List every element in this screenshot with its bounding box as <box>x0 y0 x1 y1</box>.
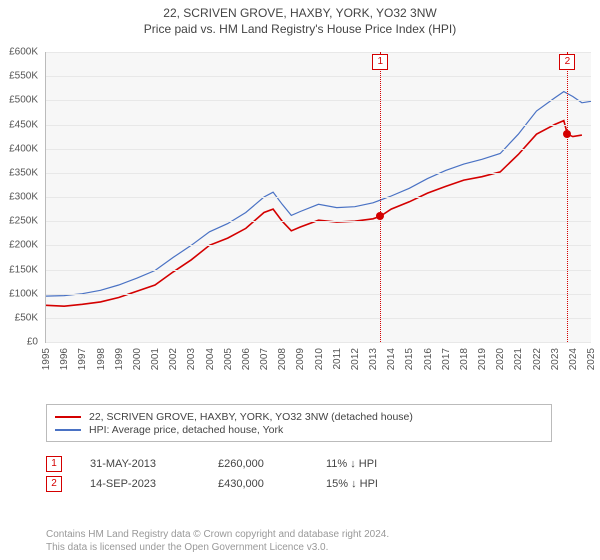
x-axis-label: 2021 <box>513 348 524 370</box>
sale-vline <box>380 52 381 342</box>
x-axis-label: 2025 <box>586 348 597 370</box>
sales-row: 1 31-MAY-2013 £260,000 11% ↓ HPI <box>46 456 378 472</box>
y-axis-label: £150K <box>0 264 38 275</box>
y-axis-label: £550K <box>0 71 38 82</box>
y-axis-label: £400K <box>0 143 38 154</box>
sales-table: 1 31-MAY-2013 £260,000 11% ↓ HPI 2 14-SE… <box>46 452 378 496</box>
sale-price: £430,000 <box>218 478 298 490</box>
x-axis-label: 2016 <box>423 348 434 370</box>
sale-badge: 1 <box>46 456 62 472</box>
legend: 22, SCRIVEN GROVE, HAXBY, YORK, YO32 3NW… <box>46 404 552 442</box>
x-axis-label: 2015 <box>404 348 415 370</box>
x-axis-label: 2005 <box>223 348 234 370</box>
sale-vline <box>567 52 568 342</box>
y-gridline <box>46 52 591 53</box>
x-axis-label: 2008 <box>277 348 288 370</box>
series-hpi <box>46 92 591 297</box>
x-axis-label: 2009 <box>295 348 306 370</box>
y-axis-label: £600K <box>0 47 38 58</box>
x-axis-label: 2006 <box>241 348 252 370</box>
sale-marker-dot <box>563 130 571 138</box>
x-axis-label: 2011 <box>332 348 343 370</box>
x-axis-label: 2014 <box>386 348 397 370</box>
y-axis-label: £100K <box>0 288 38 299</box>
y-gridline <box>46 197 591 198</box>
y-gridline <box>46 245 591 246</box>
y-gridline <box>46 294 591 295</box>
x-axis-label: 1997 <box>77 348 88 370</box>
chart-container: 22, SCRIVEN GROVE, HAXBY, YORK, YO32 3NW… <box>0 0 600 560</box>
legend-item: 22, SCRIVEN GROVE, HAXBY, YORK, YO32 3NW… <box>55 411 543 423</box>
x-axis-label: 2024 <box>568 348 579 370</box>
y-gridline <box>46 318 591 319</box>
x-axis-label: 2019 <box>477 348 488 370</box>
legend-swatch <box>55 416 81 418</box>
y-gridline <box>46 76 591 77</box>
x-axis-label: 2007 <box>259 348 270 370</box>
legend-item: HPI: Average price, detached house, York <box>55 424 543 436</box>
x-axis-label: 2004 <box>205 348 216 370</box>
chart: 12 £0£50K£100K£150K£200K£250K£300K£350K£… <box>45 52 590 366</box>
x-axis-label: 2013 <box>368 348 379 370</box>
footer: Contains HM Land Registry data © Crown c… <box>46 528 389 554</box>
sales-row: 2 14-SEP-2023 £430,000 15% ↓ HPI <box>46 476 378 492</box>
sale-flag: 2 <box>559 54 575 70</box>
sale-price: £260,000 <box>218 458 298 470</box>
y-axis-label: £0 <box>0 337 38 348</box>
x-axis-label: 2018 <box>459 348 470 370</box>
footer-line1: Contains HM Land Registry data © Crown c… <box>46 528 389 541</box>
y-axis-label: £500K <box>0 95 38 106</box>
y-gridline <box>46 342 591 343</box>
y-axis-label: £250K <box>0 216 38 227</box>
title-subtitle: Price paid vs. HM Land Registry's House … <box>0 22 600 38</box>
y-gridline <box>46 221 591 222</box>
sale-diff: 15% ↓ HPI <box>326 478 378 490</box>
y-axis-label: £200K <box>0 240 38 251</box>
y-gridline <box>46 270 591 271</box>
x-axis-label: 2010 <box>314 348 325 370</box>
x-axis-label: 2017 <box>441 348 452 370</box>
legend-swatch <box>55 429 81 431</box>
y-axis-label: £350K <box>0 167 38 178</box>
y-axis-label: £450K <box>0 119 38 130</box>
x-axis-label: 2023 <box>550 348 561 370</box>
sale-diff: 11% ↓ HPI <box>326 458 377 470</box>
y-gridline <box>46 149 591 150</box>
x-axis-label: 1998 <box>96 348 107 370</box>
x-axis-label: 2000 <box>132 348 143 370</box>
x-axis-label: 2022 <box>532 348 543 370</box>
x-axis-label: 2020 <box>495 348 506 370</box>
sale-flag: 1 <box>372 54 388 70</box>
y-axis-label: £50K <box>0 312 38 323</box>
y-axis-label: £300K <box>0 192 38 203</box>
legend-label: 22, SCRIVEN GROVE, HAXBY, YORK, YO32 3NW… <box>89 411 413 423</box>
sale-marker-dot <box>376 212 384 220</box>
x-axis-label: 2002 <box>168 348 179 370</box>
sale-badge: 2 <box>46 476 62 492</box>
sale-date: 14-SEP-2023 <box>90 478 190 490</box>
x-axis-label: 1996 <box>59 348 70 370</box>
y-gridline <box>46 173 591 174</box>
x-axis-label: 1999 <box>114 348 125 370</box>
title-block: 22, SCRIVEN GROVE, HAXBY, YORK, YO32 3NW… <box>0 0 600 37</box>
sale-date: 31-MAY-2013 <box>90 458 190 470</box>
title-address: 22, SCRIVEN GROVE, HAXBY, YORK, YO32 3NW <box>0 6 600 22</box>
y-gridline <box>46 125 591 126</box>
plot-area: 12 <box>45 52 591 343</box>
footer-line2: This data is licensed under the Open Gov… <box>46 541 389 554</box>
x-axis-label: 2003 <box>186 348 197 370</box>
x-axis-label: 2012 <box>350 348 361 370</box>
legend-label: HPI: Average price, detached house, York <box>89 424 283 436</box>
x-axis-label: 2001 <box>150 348 161 370</box>
x-axis-label: 1995 <box>41 348 52 370</box>
y-gridline <box>46 100 591 101</box>
